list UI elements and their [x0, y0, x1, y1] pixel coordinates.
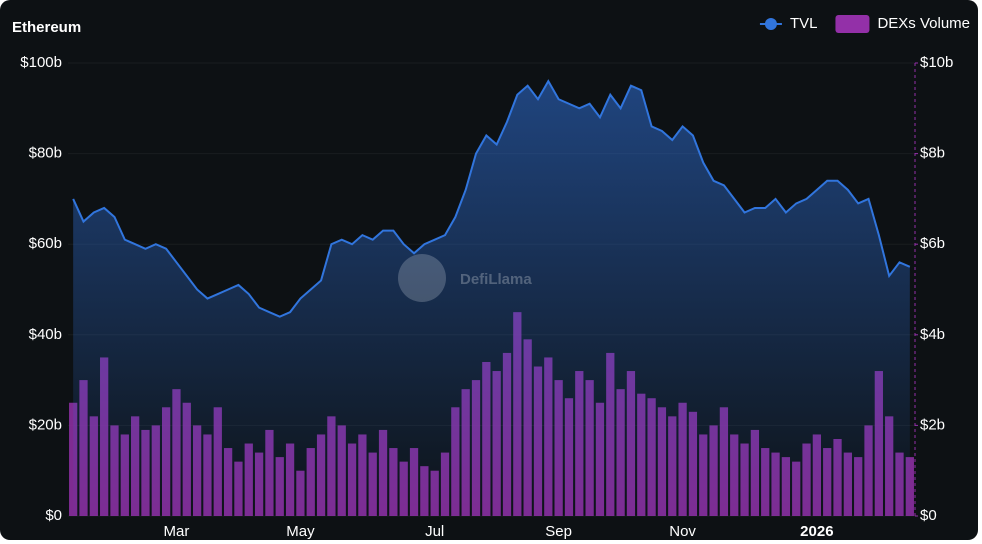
watermark: DefiLlama — [398, 254, 532, 302]
x-tick-label: Nov — [669, 523, 696, 540]
legend-swatch — [764, 18, 777, 30]
line — [72, 79, 911, 318]
y2-tick-label: $0 — [920, 507, 937, 524]
y-tick-label: $40b — [29, 326, 62, 343]
watermark-logo — [398, 254, 446, 302]
legend-label: DEXs Volume — [877, 15, 970, 32]
line-area — [73, 81, 910, 517]
y2-tick-label: $10b — [920, 54, 953, 71]
watermark-text: DefiLlama — [460, 271, 532, 288]
y-tick-label: $20b — [29, 416, 62, 433]
y-tick-label: $80b — [29, 145, 62, 162]
y2-tick-label: $8b — [920, 145, 945, 162]
x-tick-label: Sep — [545, 523, 572, 540]
y-tick-label: $60b — [29, 235, 62, 252]
x-tick-label: 2026 — [800, 523, 833, 540]
y2-tick-label: $2b — [920, 416, 945, 433]
legend-label: TVL — [790, 15, 818, 32]
legend-swatch — [835, 15, 870, 33]
y2-tick-label: $4b — [920, 326, 945, 343]
x-tick-label: May — [286, 523, 315, 540]
chart-title: Ethereum — [12, 19, 81, 36]
x-tick-label: Jul — [425, 523, 444, 540]
y-tick-label: $0 — [45, 507, 62, 524]
y2-tick-label: $6b — [920, 235, 945, 252]
x-tick-label: Mar — [164, 523, 190, 540]
y-tick-label: $100b — [20, 54, 62, 71]
